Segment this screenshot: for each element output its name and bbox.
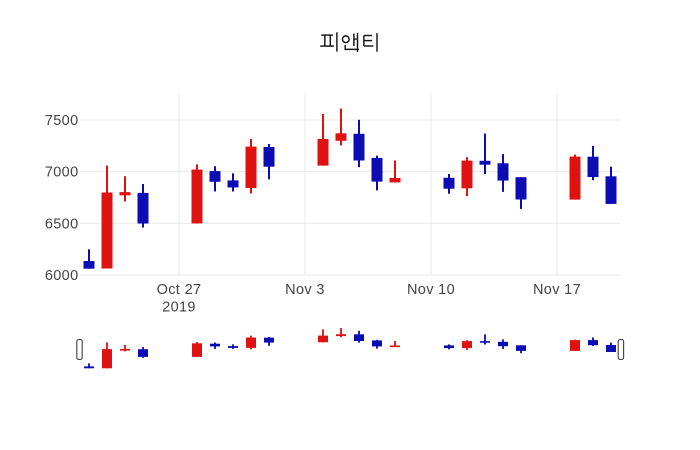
svg-text:Nov 17: Nov 17 (533, 282, 581, 298)
svg-text:7000: 7000 (45, 165, 79, 181)
svg-text:6500: 6500 (45, 216, 79, 232)
svg-text:Nov 10: Nov 10 (407, 282, 455, 298)
svg-text:2019: 2019 (162, 300, 196, 316)
svg-text:Nov 3: Nov 3 (285, 282, 325, 298)
svg-text:Oct 27: Oct 27 (157, 282, 202, 298)
svg-text:6000: 6000 (45, 268, 79, 284)
svg-text:7500: 7500 (45, 113, 79, 129)
